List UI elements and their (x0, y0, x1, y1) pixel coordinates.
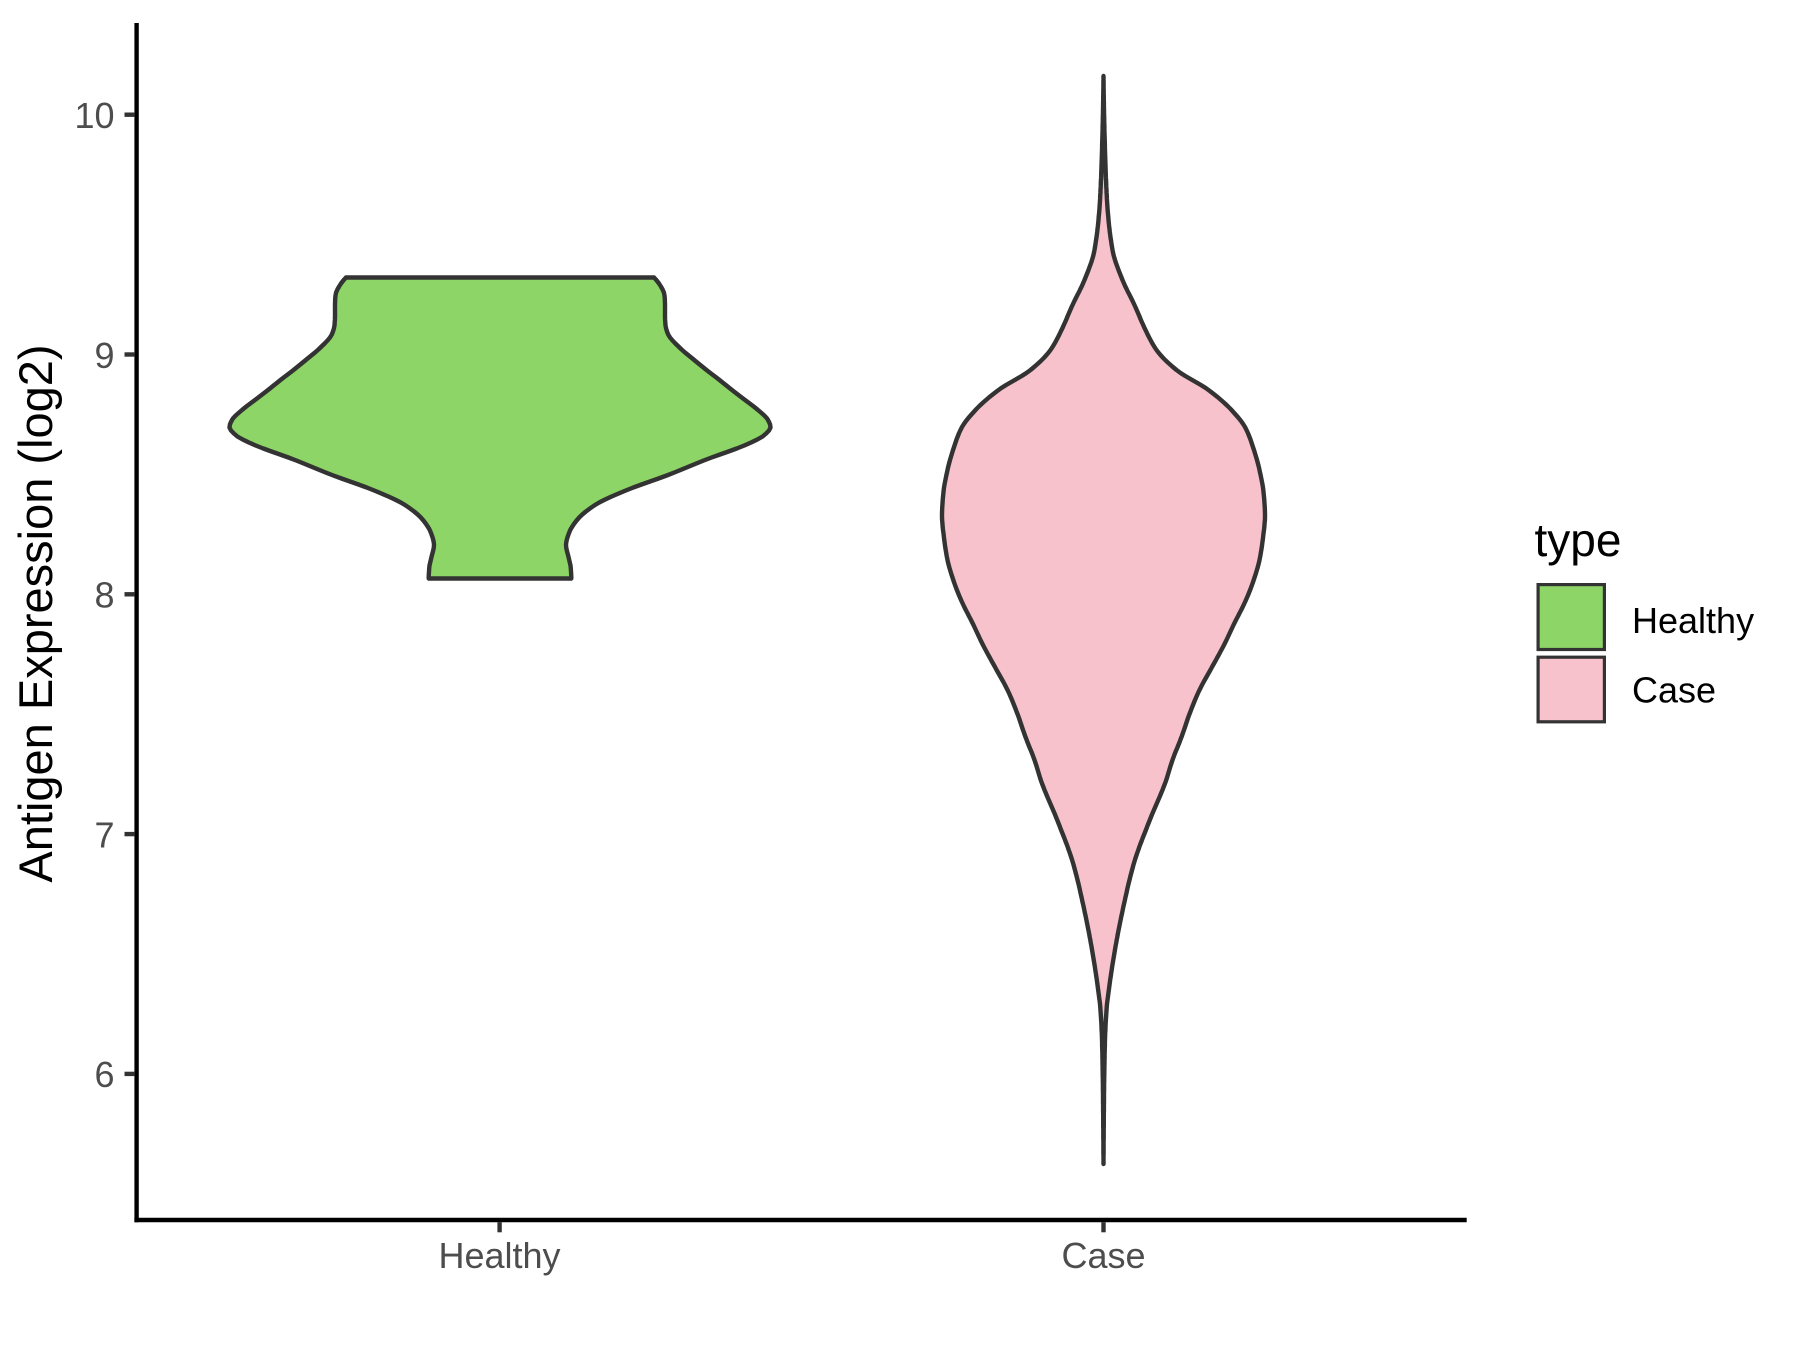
svg-text:6: 6 (94, 1054, 114, 1095)
svg-text:type: type (1535, 514, 1622, 566)
svg-text:10: 10 (74, 95, 114, 136)
svg-text:Case: Case (1632, 670, 1716, 711)
svg-text:Case: Case (1061, 1235, 1145, 1276)
svg-text:Healthy: Healthy (438, 1235, 560, 1276)
svg-text:7: 7 (94, 814, 114, 855)
svg-text:8: 8 (94, 575, 114, 616)
svg-text:9: 9 (94, 335, 114, 376)
svg-text:Antigen Expression (log2): Antigen Expression (log2) (9, 344, 62, 882)
svg-text:Healthy: Healthy (1632, 600, 1754, 641)
